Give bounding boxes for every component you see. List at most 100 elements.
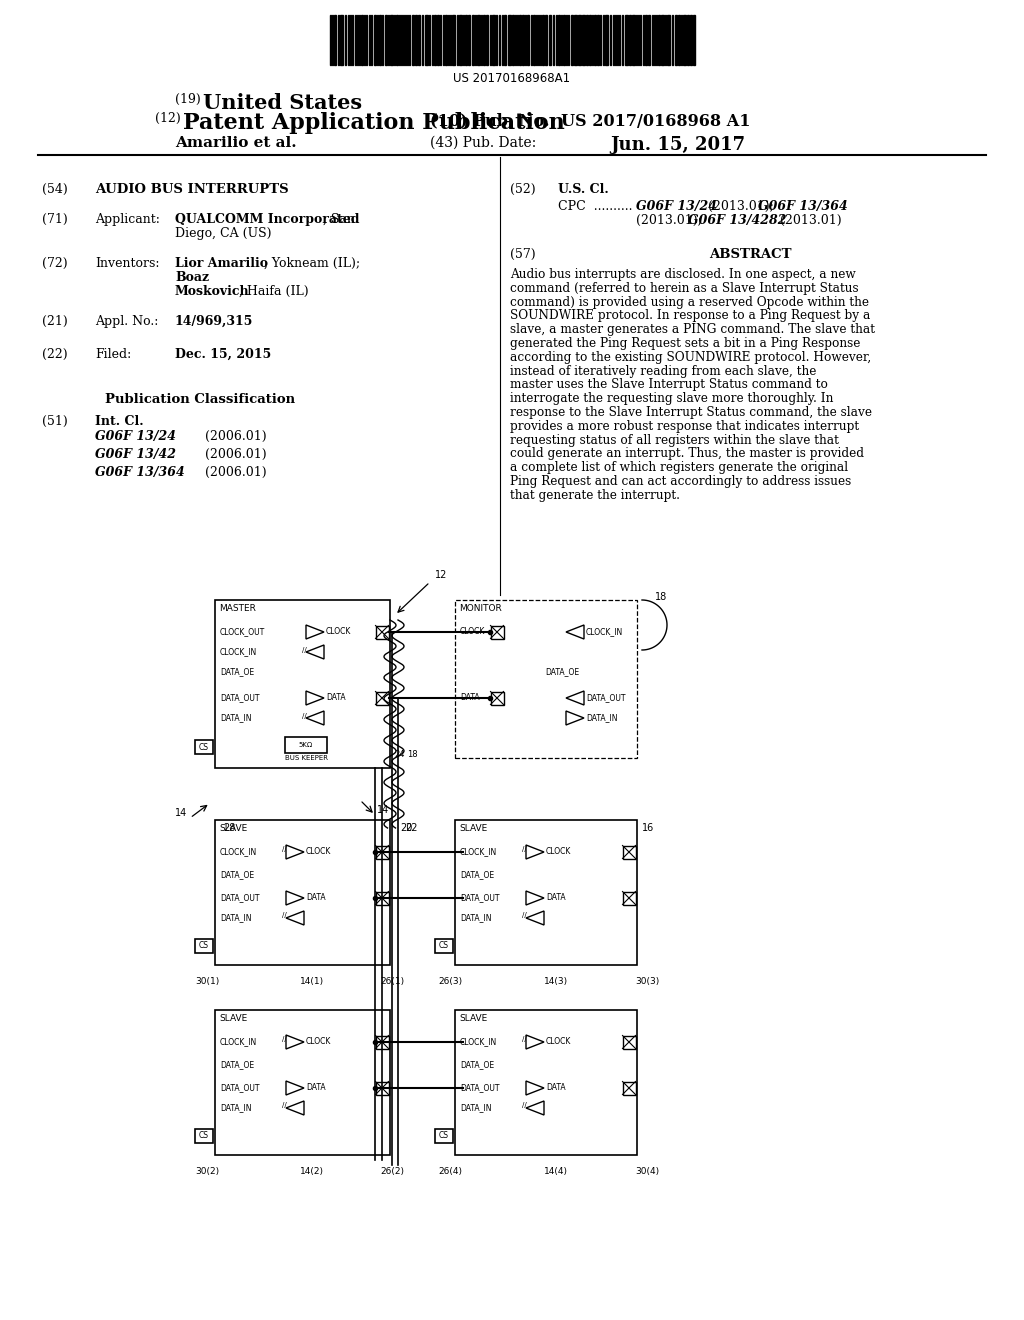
Text: 30(4): 30(4) xyxy=(635,1167,659,1176)
Text: (22): (22) xyxy=(42,348,68,360)
Bar xyxy=(452,15,455,65)
Text: CS: CS xyxy=(439,941,449,950)
Text: Jun. 15, 2017: Jun. 15, 2017 xyxy=(610,136,745,154)
Text: DATA_IN: DATA_IN xyxy=(460,1104,492,1113)
Bar xyxy=(374,15,376,65)
Bar xyxy=(434,15,436,65)
Text: (2013.01): (2013.01) xyxy=(776,214,842,227)
Text: interrogate the requesting slave more thoroughly. In: interrogate the requesting slave more th… xyxy=(510,392,834,405)
Text: DATA_OUT: DATA_OUT xyxy=(460,1084,500,1093)
Text: United States: United States xyxy=(203,92,362,114)
Text: 12: 12 xyxy=(435,570,447,579)
Text: CLOCK: CLOCK xyxy=(306,847,332,857)
Text: DATA_IN: DATA_IN xyxy=(460,913,492,923)
Text: response to the Slave Interrupt Status command, the slave: response to the Slave Interrupt Status c… xyxy=(510,407,872,418)
Text: command (referred to herein as a Slave Interrupt Status: command (referred to herein as a Slave I… xyxy=(510,281,859,294)
Text: U.S. Cl.: U.S. Cl. xyxy=(558,183,608,195)
Text: (43) Pub. Date:: (43) Pub. Date: xyxy=(430,136,537,150)
Bar xyxy=(594,15,596,65)
Text: DATA_IN: DATA_IN xyxy=(586,714,617,722)
Text: //: // xyxy=(282,1102,287,1107)
Bar xyxy=(376,692,388,705)
Text: CLOCK: CLOCK xyxy=(460,627,485,636)
Bar xyxy=(625,15,628,65)
Bar xyxy=(455,1010,637,1155)
Bar xyxy=(376,1081,388,1094)
Bar xyxy=(693,15,695,65)
Bar xyxy=(645,15,647,65)
Bar xyxy=(527,15,529,65)
Bar xyxy=(361,15,362,65)
Bar xyxy=(195,741,213,754)
Bar xyxy=(415,15,417,65)
Text: SLAVE: SLAVE xyxy=(219,824,247,833)
Text: G06F 13/364: G06F 13/364 xyxy=(95,466,184,479)
Bar xyxy=(519,15,521,65)
Text: SLAVE: SLAVE xyxy=(459,1014,487,1023)
Text: CLOCK_OUT: CLOCK_OUT xyxy=(220,627,265,636)
Bar xyxy=(549,15,551,65)
Text: requesting status of all registers within the slave that: requesting status of all registers withi… xyxy=(510,433,839,446)
Text: SLAVE: SLAVE xyxy=(219,1014,247,1023)
Text: CLOCK_IN: CLOCK_IN xyxy=(460,1038,498,1047)
Text: CLOCK_IN: CLOCK_IN xyxy=(586,627,624,636)
Text: that generate the interrupt.: that generate the interrupt. xyxy=(510,488,680,502)
Bar xyxy=(623,1035,636,1048)
Text: (19): (19) xyxy=(175,92,201,106)
Bar xyxy=(522,15,524,65)
Bar xyxy=(589,15,591,65)
Text: according to the existing SOUNDWIRE protocol. However,: according to the existing SOUNDWIRE prot… xyxy=(510,351,871,364)
Text: DATA_OE: DATA_OE xyxy=(220,1060,254,1069)
Text: Publication Classification: Publication Classification xyxy=(104,393,295,407)
Text: DATA_OE: DATA_OE xyxy=(220,668,254,676)
Text: CPC  ..........: CPC .......... xyxy=(558,201,633,213)
Text: //: // xyxy=(522,1036,526,1041)
Bar xyxy=(376,1035,388,1048)
Text: CS: CS xyxy=(199,941,209,950)
Bar xyxy=(508,15,511,65)
Text: (2006.01): (2006.01) xyxy=(205,430,266,444)
Bar xyxy=(648,15,650,65)
Text: (52): (52) xyxy=(510,183,536,195)
Text: 14: 14 xyxy=(175,808,187,818)
Text: //: // xyxy=(282,912,287,917)
Bar xyxy=(658,15,660,65)
Text: (72): (72) xyxy=(42,257,68,271)
Text: Diego, CA (US): Diego, CA (US) xyxy=(175,227,271,240)
Text: a complete list of which registers generate the original: a complete list of which registers gener… xyxy=(510,461,848,474)
Text: (10) Pub. No.: US 2017/0168968 A1: (10) Pub. No.: US 2017/0168968 A1 xyxy=(430,112,751,129)
Bar xyxy=(390,15,393,65)
Bar xyxy=(504,15,506,65)
Text: instead of iteratively reading from each slave, the: instead of iteratively reading from each… xyxy=(510,364,816,378)
Text: Inventors:: Inventors: xyxy=(95,257,160,271)
Text: MONITOR: MONITOR xyxy=(459,605,502,612)
Text: Moskovich: Moskovich xyxy=(175,285,250,298)
Text: SOUNDWIRE protocol. In response to a Ping Request by a: SOUNDWIRE protocol. In response to a Pin… xyxy=(510,309,870,322)
Bar xyxy=(571,15,573,65)
Bar xyxy=(623,891,636,904)
Text: CS: CS xyxy=(439,1131,449,1140)
Text: US 20170168968A1: US 20170168968A1 xyxy=(454,73,570,84)
Text: Dec. 15, 2015: Dec. 15, 2015 xyxy=(175,348,271,360)
Bar xyxy=(490,692,504,705)
Text: DATA_OUT: DATA_OUT xyxy=(586,693,626,702)
Text: G06F 13/364: G06F 13/364 xyxy=(758,201,848,213)
Text: (2013.01);: (2013.01); xyxy=(636,214,706,227)
Text: MASTER: MASTER xyxy=(219,605,256,612)
Text: DATA_OE: DATA_OE xyxy=(545,668,580,676)
Text: CS: CS xyxy=(199,1131,209,1140)
Bar xyxy=(215,601,390,768)
Text: CLOCK_IN: CLOCK_IN xyxy=(460,847,498,857)
Bar xyxy=(465,15,467,65)
Text: , San: , San xyxy=(323,213,355,226)
Text: Amarilio et al.: Amarilio et al. xyxy=(175,136,297,150)
Text: 14(3): 14(3) xyxy=(544,977,568,986)
Bar xyxy=(215,820,390,965)
Bar xyxy=(483,15,485,65)
Text: master uses the Slave Interrupt Status command to: master uses the Slave Interrupt Status c… xyxy=(510,379,827,392)
Text: provides a more robust response that indicates interrupt: provides a more robust response that ind… xyxy=(510,420,859,433)
Bar xyxy=(215,1010,390,1155)
Bar xyxy=(285,737,327,752)
Bar xyxy=(623,846,636,858)
Text: G06F 13/4282: G06F 13/4282 xyxy=(688,214,786,227)
